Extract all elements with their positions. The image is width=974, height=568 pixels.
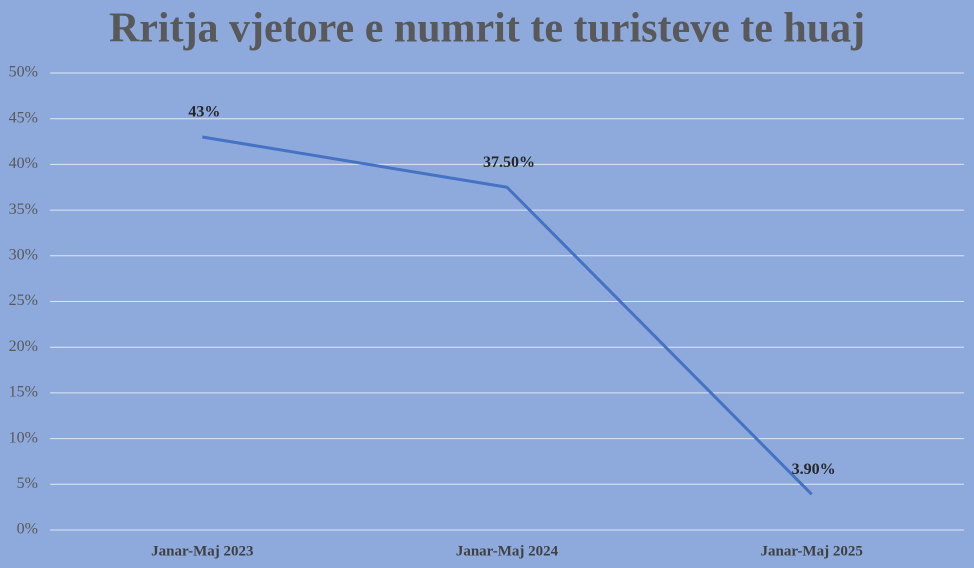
y-tick-label: 35%	[9, 201, 38, 218]
y-tick-label: 25%	[9, 292, 38, 309]
data-label: 3.90%	[792, 461, 836, 478]
y-tick-label: 0%	[17, 521, 38, 538]
x-tick-label: Janar-Maj 2023	[151, 543, 253, 559]
x-tick-label: Janar-Maj 2024	[456, 543, 559, 559]
y-tick-label: 45%	[9, 109, 38, 126]
y-tick-label: 50%	[9, 64, 38, 81]
data-label: 43%	[188, 104, 220, 121]
series-line	[202, 135, 813, 496]
y-tick-label: 20%	[9, 338, 38, 355]
y-tick-label: 10%	[9, 429, 38, 446]
y-tick-label: 30%	[9, 246, 38, 263]
x-tick-label: Janar-Maj 2025	[760, 543, 862, 559]
y-tick-label: 15%	[9, 384, 38, 401]
y-tick-label: 5%	[17, 475, 38, 492]
data-label: 37.50%	[483, 154, 535, 171]
y-tick-label: 40%	[9, 155, 38, 172]
chart-title: Rritja vjetore e numrit te turisteve te …	[109, 6, 865, 52]
